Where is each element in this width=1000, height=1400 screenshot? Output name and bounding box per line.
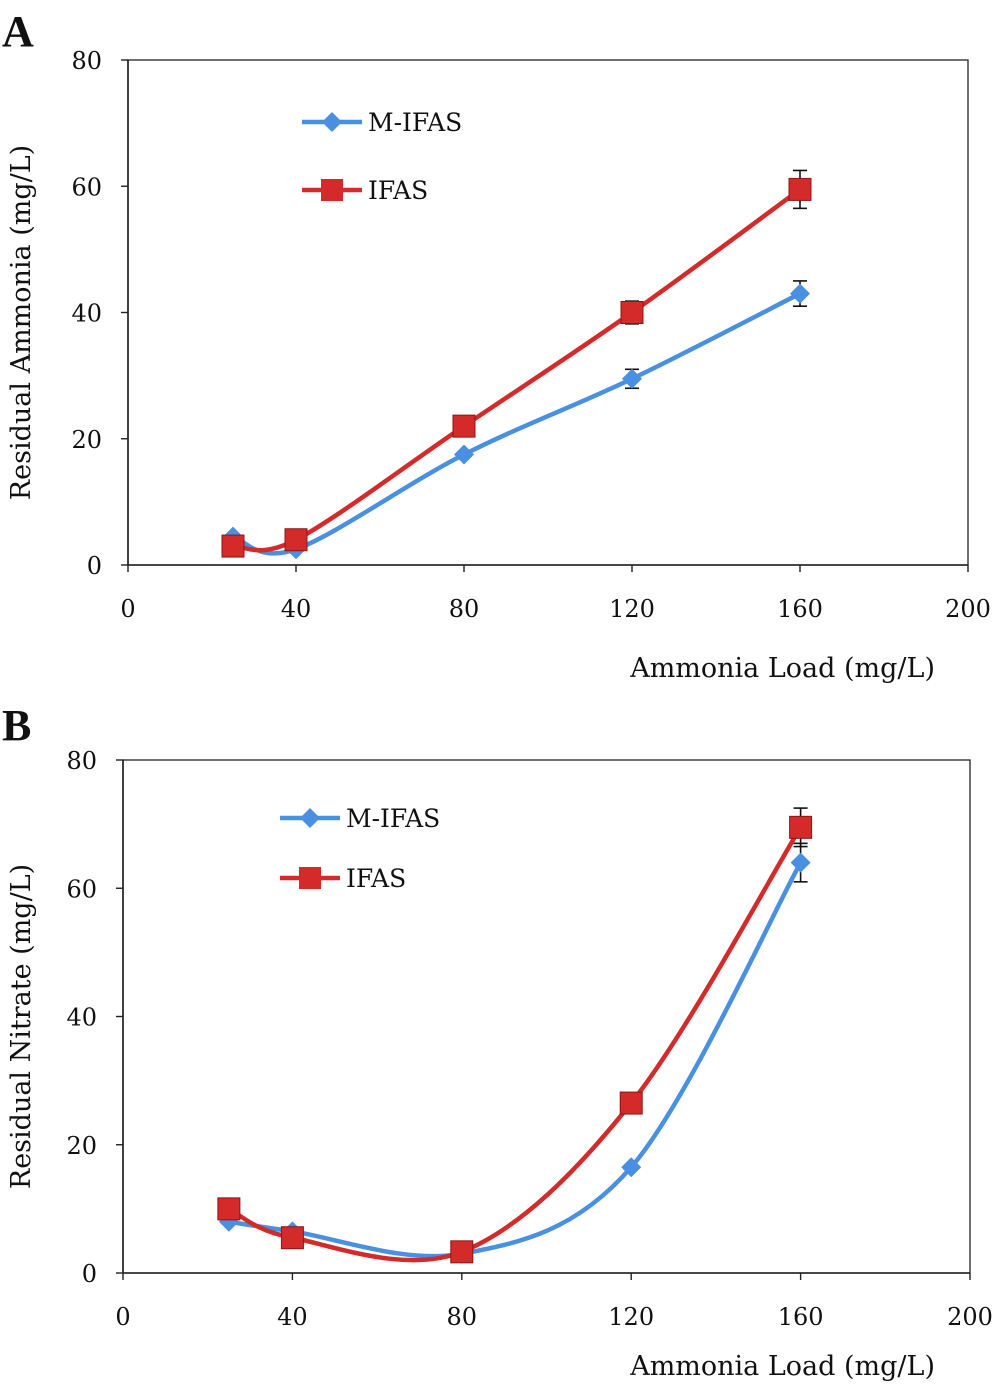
data-point (452, 414, 476, 438)
data-point (217, 1197, 241, 1221)
legend-entry-m-ifas: M-IFAS (280, 804, 440, 833)
x-tick-label: 200 (947, 1303, 993, 1331)
data-point (622, 368, 642, 389)
legend-label: M-IFAS (346, 804, 440, 833)
series-line (226, 825, 803, 1263)
x-tick-label: 160 (778, 1303, 824, 1331)
y-axis-title: Residual Ammonia (mg/L) (6, 145, 37, 500)
chart-panel-a: A 0 20 40 60 80 0 40 80 120 160 200 Ammonia Load (mg… (2, 7, 991, 684)
series-ifas (221, 169, 812, 558)
data-point (790, 283, 810, 304)
chart-b-svg: B 0 20 40 60 80 0 40 80 120 160 200 Ammonia Load (mg… (2, 701, 993, 1382)
y-tick-label: 0 (87, 552, 102, 580)
y-tick-label: 20 (71, 426, 102, 454)
legend-label: IFAS (368, 176, 428, 205)
panel-label: B (2, 701, 31, 750)
y-tick-label: 20 (66, 1132, 97, 1160)
legend-label: IFAS (346, 864, 406, 893)
legend-marker (299, 867, 321, 889)
x-tick-label: 40 (277, 1303, 308, 1331)
series-line (230, 291, 803, 556)
x-tick-label: 80 (447, 1303, 478, 1331)
data-point (218, 1211, 239, 1232)
legend-label: M-IFAS (368, 108, 462, 137)
y-tick-label: 40 (66, 1004, 97, 1032)
x-tick-label: 0 (115, 1303, 130, 1331)
data-point (619, 1091, 643, 1115)
x-tick-label: 120 (609, 595, 655, 623)
data-point (284, 528, 308, 552)
y-tick-label: 0 (82, 1260, 97, 1288)
x-tick-label: 0 (120, 595, 135, 623)
legend-entry-m-ifas: M-IFAS (302, 108, 462, 137)
legend-marker (300, 808, 320, 828)
series-line (226, 860, 803, 1259)
data-point (620, 301, 644, 324)
x-tick-label: 120 (608, 1303, 654, 1331)
panel-label: A (2, 7, 34, 56)
legend-marker (321, 179, 343, 201)
data-point (790, 852, 811, 873)
data-point (280, 1226, 304, 1250)
y-tick-label: 80 (66, 747, 97, 775)
data-point (789, 815, 813, 839)
series-m-ifas (223, 280, 810, 560)
x-tick-label: 160 (777, 595, 823, 623)
y-tick-label: 40 (71, 300, 102, 328)
data-point (788, 177, 812, 201)
data-point (454, 444, 474, 465)
x-axis-title: Ammonia Load (mg/L) (629, 1351, 935, 1382)
y-tick-label: 80 (71, 47, 102, 75)
data-point (621, 1157, 642, 1178)
legend-entry-ifas: IFAS (302, 176, 428, 205)
legend-entry-ifas: IFAS (280, 864, 406, 893)
chart-panel-b: B 0 20 40 60 80 0 40 80 120 160 200 Ammonia Load (mg… (0, 700, 1000, 1400)
series-m-ifas (218, 842, 811, 1264)
x-tick-label: 40 (281, 595, 312, 623)
legend-marker (322, 112, 342, 132)
y-tick-label: 60 (71, 173, 102, 201)
data-point (221, 534, 245, 558)
series-ifas (217, 807, 813, 1264)
y-tick-label: 60 (66, 875, 97, 903)
x-axis-title: Ammonia Load (mg/L) (629, 653, 935, 684)
y-axis-title: Residual Nitrate (mg/L) (6, 864, 37, 1189)
series-line (230, 187, 803, 553)
x-tick-label: 200 (945, 595, 991, 623)
plot-area-frame (127, 59, 969, 566)
chart-a-svg: A 0 20 40 60 80 0 40 80 120 160 200 Ammonia Load (mg… (2, 7, 991, 684)
x-tick-label: 80 (449, 595, 480, 623)
data-point (450, 1240, 474, 1264)
